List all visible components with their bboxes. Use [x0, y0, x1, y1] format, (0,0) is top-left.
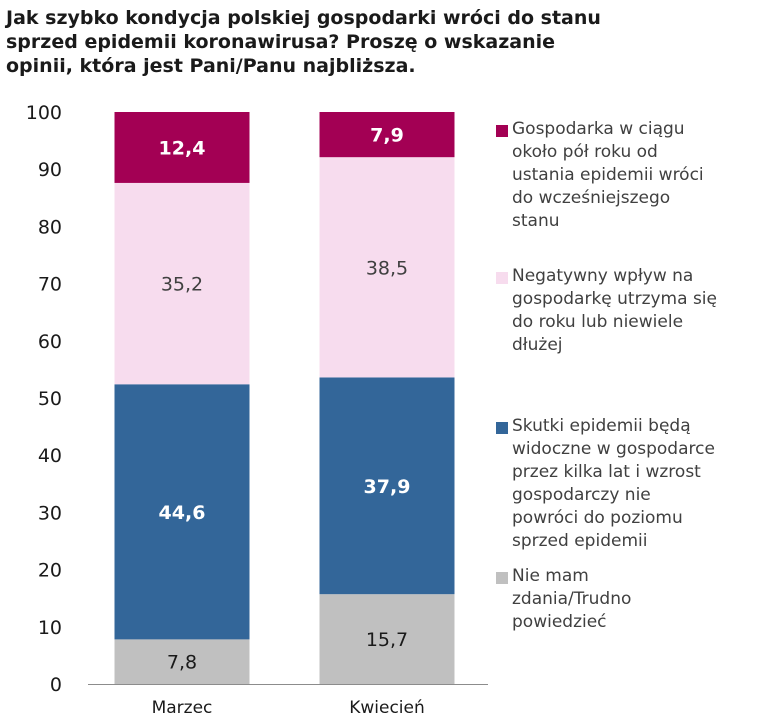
data-label: 7,9 — [370, 125, 404, 147]
y-tick-label: 100 — [26, 102, 62, 124]
x-axis: Marzec Kwiecień — [88, 684, 488, 718]
x-tick-label: Marzec — [152, 698, 213, 718]
y-tick-label: 90 — [38, 159, 62, 181]
bar-segment — [114, 182, 250, 385]
data-label: 38,5 — [366, 257, 408, 279]
bar-segment — [114, 384, 250, 640]
bar-segment — [114, 112, 250, 183]
data-label: 35,2 — [161, 274, 203, 296]
y-tick-label: 20 — [38, 560, 62, 582]
y-tick-label: 80 — [38, 216, 62, 238]
y-tick-label: 70 — [38, 274, 62, 296]
y-tick-label: 50 — [38, 388, 62, 410]
y-tick-label: 40 — [38, 445, 62, 467]
bar-segment — [319, 112, 455, 158]
y-tick-label: 30 — [38, 502, 62, 524]
x-tick-label: Kwiecień — [349, 698, 425, 718]
legend-label: Gospodarka w ciągu około pół roku od ustan… — [512, 119, 704, 231]
data-label: 12,4 — [159, 137, 206, 159]
legend-label: Skutki epidemii będą widoczne w gospodarc… — [512, 416, 715, 551]
bars — [114, 112, 455, 684]
value-labels: 7,8 44,6 35,2 12,4 15,7 37,9 38,5 7,9 — [159, 125, 411, 674]
y-tick-label: 60 — [38, 331, 62, 353]
bar-segment — [319, 594, 455, 684]
data-label: 44,6 — [159, 502, 206, 524]
data-label: 37,9 — [364, 476, 411, 498]
data-label: 15,7 — [366, 629, 408, 651]
data-label: 7,8 — [167, 652, 197, 674]
y-axis: 0 10 20 30 40 50 60 70 80 90 100 — [26, 102, 62, 696]
legend-swatch — [496, 422, 508, 434]
legend-swatch — [496, 572, 508, 584]
bar-segment — [319, 377, 455, 595]
chart-title: Jak szybko kondycja polskiej gospodarki … — [6, 7, 601, 77]
legend-label: Negatywny wpływ na gospodarkę utrzyma się… — [512, 266, 717, 355]
bar-segment — [114, 639, 250, 684]
legend-swatch — [496, 272, 508, 284]
legend-swatch — [496, 125, 508, 137]
legend-label: Nie mam zdania/Trudno powiedzieć — [512, 566, 632, 632]
y-tick-label: 10 — [38, 617, 62, 639]
bar-segment — [319, 157, 455, 378]
y-tick-label: 0 — [50, 674, 62, 696]
